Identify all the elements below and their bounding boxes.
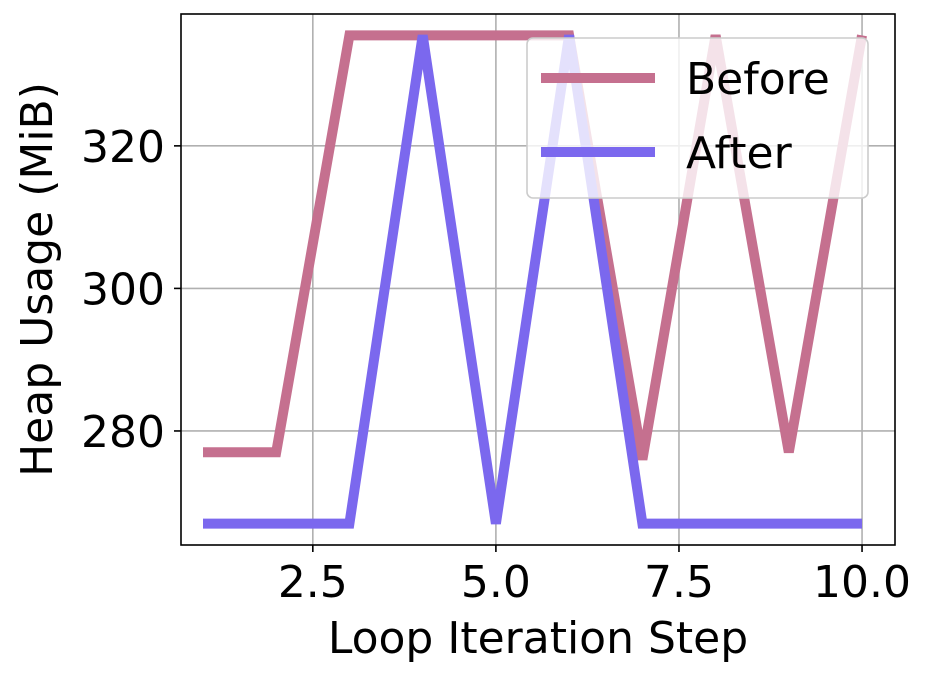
x-tick-label: 5.0 [461,557,531,608]
x-tick-label: 2.5 [278,557,348,608]
x-tick-label: 7.5 [644,557,714,608]
legend: Before After [526,37,869,199]
y-tick-label: 300 [81,264,165,315]
legend-label-after: After [686,128,793,179]
legend-entries: Before After [541,54,830,179]
series-line-after [203,34,862,529]
series-line-before [203,30,867,461]
y-tick-label: 280 [81,407,165,458]
plot-area-frame [180,13,896,546]
series-lines [203,30,867,529]
x-tick-label: 10.0 [813,557,911,608]
axis-ticks: 2.5 5.0 7.5 10.0 280 300 320 [81,122,911,608]
y-axis-label: Heap Usage (MiB) [12,82,63,477]
y-tick-label: 320 [81,122,165,173]
x-axis-label: Loop Iteration Step [328,613,748,664]
legend-label-before: Before [686,54,830,105]
